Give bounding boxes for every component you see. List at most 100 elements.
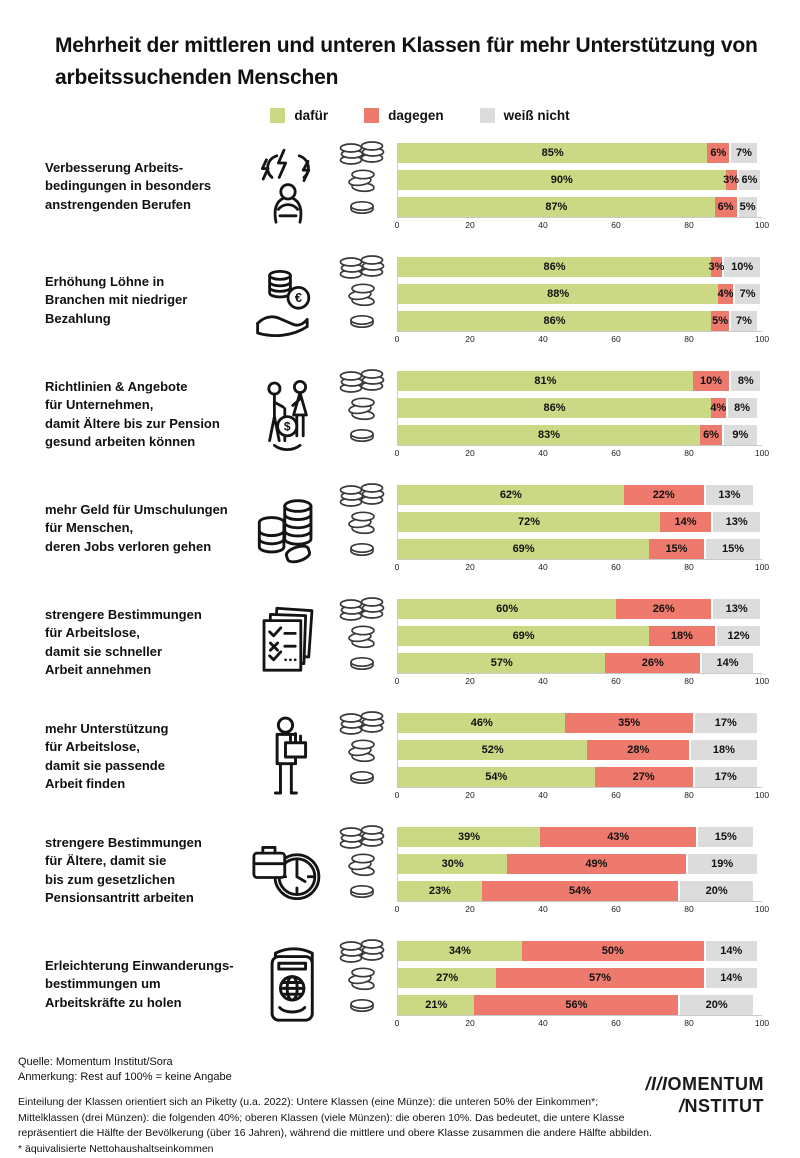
segment-label: 35% (618, 717, 641, 729)
bar-segment-weiss-nicht: 15% (705, 539, 761, 559)
legend-label: dafür (294, 108, 329, 123)
class-coin-column (339, 254, 397, 332)
x-axis-tick: 80 (684, 904, 694, 914)
topic-label-line: damit sie passende (45, 757, 165, 773)
x-axis-tick: 60 (611, 1018, 621, 1028)
segment-label: 3% (708, 261, 725, 273)
topic-block: strengere Bestimmungen für Ältere, damit … (0, 824, 800, 914)
segment-label: 5% (739, 201, 756, 213)
segment-label: 10% (700, 375, 723, 387)
topic-label: Erleichterung Einwanderungs-bestimmungen… (45, 957, 237, 1012)
bar-segment-dagegen: 54% (481, 881, 679, 901)
x-axis: 0 20 40 60 80 100 (394, 902, 769, 914)
bar-segment-weiss-nicht: 8% (731, 371, 761, 391)
x-axis-tick: 100 (754, 1018, 770, 1028)
x-axis-tick: 0 (394, 676, 400, 686)
svg-text:€: € (295, 290, 302, 305)
topic-block: Erleichterung Einwanderungs-bestimmungen… (0, 938, 800, 1028)
class-coin-column (339, 824, 397, 902)
stacked-bar: 86% 3% 10% (398, 257, 762, 277)
stacked-bar: 52% 28% 18% (398, 740, 762, 760)
segment-label: 15% (722, 543, 745, 555)
bar-segment-weiss-nicht: 13% (713, 599, 761, 619)
topic-label-line: anstrengenden Berufen (45, 196, 191, 212)
bar-segment-dafur: 72% (398, 512, 661, 532)
x-axis-tick: 60 (611, 562, 621, 572)
chart-rows: 46% 35% 17% 52% 28% 18% 54% 27% 17% (339, 710, 769, 788)
stacked-bar: 85% 6% 7% (398, 143, 762, 163)
bar-segment-dagegen: 10% (692, 371, 730, 391)
segment-label: 52% (481, 744, 504, 756)
bar-segment-weiss-nicht: 5% (738, 197, 757, 217)
bar-segment-dafur: 52% (398, 740, 588, 760)
segment-label: 21% (425, 999, 448, 1011)
stacked-bar: 21% 56% 20% (398, 995, 762, 1015)
stacked-bar: 86% 5% 7% (398, 311, 762, 331)
coins-one-icon (339, 881, 385, 901)
segment-label: 17% (714, 717, 737, 729)
segment-label: 46% (470, 717, 493, 729)
stacked-bar: 46% 35% 17% (398, 713, 762, 733)
coins-many-icon (339, 140, 385, 165)
bar-segment-dafur: 54% (398, 767, 595, 787)
topic-label-line: Arbeitskräfte zu holen (45, 994, 182, 1010)
x-axis-tick: 80 (684, 1018, 694, 1028)
bar-segment-weiss-nicht: 17% (694, 767, 757, 787)
methodology-note: Einteilung der Klassen orientiert sich a… (18, 1095, 666, 1158)
stacked-bar: 72% 14% 13% (398, 512, 762, 532)
bar-segment-dagegen: 57% (496, 968, 704, 988)
bar-chart: 85% 6% 7% 90% 3% 6% 87% 6% 5% 0 20 40 60 80 100 (339, 140, 769, 230)
chart-rows: 85% 6% 7% 90% 3% 6% 87% 6% 5% (339, 140, 769, 218)
topic-label-line: für Arbeitslose, (45, 739, 140, 755)
methodology-asterisk: * äquivalisierte Nettohaushaltseinkommen (18, 1143, 214, 1156)
x-axis-tick: 80 (684, 448, 694, 458)
stacked-bar: 54% 27% 17% (398, 767, 762, 787)
bar-chart: 60% 26% 13% 69% 18% 12% 57% 26% 14% 0 20 40 60 80 100 (339, 596, 769, 686)
bar-segment-dafur: 87% (398, 197, 715, 217)
segment-label: 13% (725, 603, 748, 615)
x-axis-tick: 0 (394, 562, 400, 572)
bar-segment-dafur: 86% (398, 311, 712, 331)
segment-label: 23% (428, 885, 451, 897)
x-axis-tick: 40 (538, 904, 548, 914)
x-axis-tick: 0 (394, 334, 400, 344)
bar-segment-dagegen: 6% (707, 143, 730, 163)
segment-label: 56% (565, 999, 588, 1011)
coins-many-icon (339, 482, 385, 507)
methodology-line: repräsentiert die Hälfte der Bevölkerung… (18, 1127, 652, 1140)
segment-label: 72% (518, 516, 541, 528)
segment-label: 18% (670, 630, 693, 642)
bar-segment-dafur: 62% (398, 485, 624, 505)
topic-label-line: Arbeit annehmen (45, 661, 152, 677)
bar-segment-dagegen: 6% (700, 425, 722, 445)
class-coin-column (339, 710, 397, 788)
stacked-bar: 83% 6% 9% (398, 425, 762, 445)
topic-label-line: strengere Bestimmungen (45, 606, 202, 622)
bar-segment-weiss-nicht: 8% (727, 398, 757, 418)
bar-segment-dagegen: 35% (565, 713, 693, 733)
methodology-line: Einteilung der Klassen orientiert sich a… (18, 1095, 599, 1108)
segment-label: 3% (723, 174, 739, 186)
topic-block: mehr Unterstützung für Arbeitslose, damit … (0, 710, 800, 800)
bar-chart: 62% 22% 13% 72% 14% 13% 69% 15% 15% 0 20 40 60 80 100 (339, 482, 769, 572)
segment-label: 49% (585, 858, 608, 870)
stacked-bar: 34% 50% 14% (398, 941, 762, 961)
coins-many-icon (339, 710, 385, 735)
topic-label-line: Pensionsantritt arbeiten (45, 889, 194, 905)
x-axis-tick: 0 (394, 904, 400, 914)
x-axis-tick: 20 (465, 562, 475, 572)
bar-segment-dagegen: 26% (605, 653, 701, 673)
x-axis-tick: 80 (684, 562, 694, 572)
x-axis-tick: 80 (684, 676, 694, 686)
x-axis-tick: 80 (684, 220, 694, 230)
coins-many-icon (339, 824, 385, 849)
topic-label: Verbesserung Arbeits-bedingungen in beso… (45, 159, 237, 214)
bar-segment-weiss-nicht: 19% (687, 854, 757, 874)
plot-area: 39% 43% 15% 30% 49% 19% 23% 54% 20% (397, 827, 762, 902)
coins-three-icon (339, 738, 385, 762)
topic-label-line: Verbesserung Arbeits- (45, 159, 184, 175)
segment-label: 6% (710, 147, 727, 159)
bar-segment-dafur: 39% (398, 827, 540, 847)
segment-label: 86% (543, 261, 566, 273)
legend-swatch (364, 108, 380, 123)
